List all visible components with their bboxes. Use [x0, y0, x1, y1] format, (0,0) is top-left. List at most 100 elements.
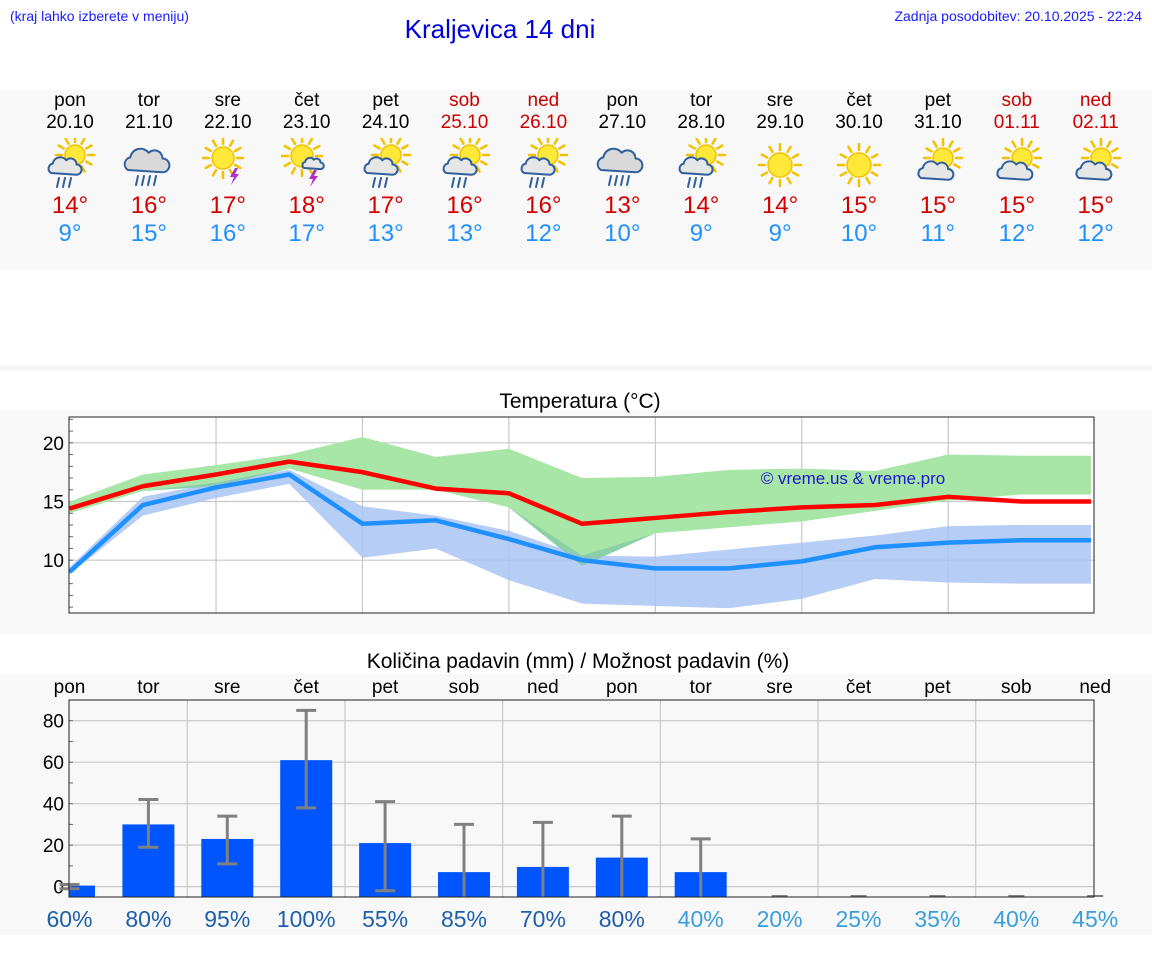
- x-category-label: ned: [527, 677, 559, 698]
- min-temperature: 9°: [768, 220, 792, 247]
- day-name: pet: [924, 90, 952, 111]
- precipitation-probability: 25%: [835, 906, 881, 932]
- x-category-label: pet: [372, 677, 399, 698]
- x-category-label: ned: [1079, 677, 1111, 698]
- day-column: pon 20.10 14° 9°: [30, 90, 110, 248]
- sun-cloud-icon: [917, 138, 964, 181]
- precipitation-probability: 35%: [914, 906, 960, 932]
- min-temperature: 12°: [525, 220, 562, 247]
- precipitation-probability: 80%: [125, 906, 171, 932]
- x-category-label: čet: [846, 677, 872, 698]
- x-category-label: sre: [214, 677, 240, 698]
- precipitation-probability: 55%: [362, 906, 408, 932]
- day-date: 02.11: [1072, 112, 1119, 133]
- day-date: 29.10: [756, 112, 804, 133]
- x-category-label: sob: [1001, 677, 1032, 698]
- day-name: pon: [606, 90, 639, 111]
- day-column: sre 22.10 17° 16°: [188, 90, 268, 248]
- max-temperature: 16°: [130, 192, 168, 219]
- location-hint: (kraj lahko izberete v meniju): [10, 8, 189, 24]
- day-name: tor: [137, 90, 160, 111]
- day-name: ned: [527, 90, 560, 111]
- max-temperature-range-band: [69, 436, 1091, 567]
- day-name: sre: [766, 90, 794, 111]
- y-tick-label: 20: [43, 836, 64, 857]
- day-date: 25.10: [440, 112, 489, 133]
- cloud-rain-icon: [123, 147, 171, 186]
- day-name: pon: [54, 90, 86, 111]
- y-tick-label: 60: [43, 753, 64, 774]
- precipitation-bar: [69, 885, 95, 897]
- min-temperature: 12°: [998, 220, 1035, 247]
- min-temperature: 9°: [689, 220, 713, 247]
- y-tick-label: 40: [43, 795, 64, 816]
- max-temperature: 17°: [367, 192, 404, 219]
- precipitation-probability: 40%: [678, 906, 724, 932]
- day-name: sre: [214, 90, 241, 111]
- day-column: sob 01.11 15° 12°: [977, 90, 1057, 248]
- day-column: ned 02.11 15° 12°: [1056, 90, 1136, 248]
- precipitation-probability: 40%: [993, 906, 1039, 932]
- min-temperature: 10°: [840, 220, 878, 247]
- watermark: © vreme.us & vreme.pro: [761, 469, 945, 488]
- min-temperature-line: [68, 472, 1091, 574]
- day-name: sob: [1001, 90, 1033, 111]
- cloud-rain-icon: [597, 147, 644, 186]
- day-date: 27.10: [598, 112, 647, 133]
- precipitation-chart-title: Količina padavin (mm) / Možnost padavin …: [367, 650, 790, 673]
- day-name: čet: [846, 90, 872, 111]
- x-category-label: pon: [606, 677, 638, 698]
- day-column: pet 31.10 15° 11°: [898, 90, 978, 248]
- page-title: Kraljevica 14 dni: [404, 14, 596, 44]
- sun-cloud-icon: [1075, 138, 1121, 181]
- day-date: 01.11: [993, 112, 1040, 133]
- x-category-label: sob: [449, 677, 480, 698]
- max-temperature: 15°: [998, 192, 1035, 219]
- precipitation-probability: 60%: [46, 906, 92, 932]
- max-temperature: 16°: [525, 192, 562, 219]
- precipitation-probability: 80%: [599, 906, 645, 932]
- x-category-label: tor: [690, 677, 713, 698]
- max-temperature: 18°: [288, 192, 325, 219]
- day-column: tor 21.10 16° 15°: [109, 90, 189, 248]
- day-column: ned 26.10 16° 12°: [503, 90, 583, 248]
- y-tick-label: 10: [43, 551, 64, 572]
- precipitation-probability: 45%: [1072, 906, 1118, 932]
- day-name: sob: [449, 90, 480, 111]
- day-date: 24.10: [361, 112, 410, 133]
- day-date: 31.10: [914, 112, 962, 133]
- max-temperature: 13°: [604, 192, 641, 219]
- last-updated: Zadnja posodobitev: 20.10.2025 - 22:24: [894, 8, 1142, 24]
- day-date: 26.10: [519, 112, 568, 133]
- y-tick-label: 80: [43, 712, 64, 733]
- day-column: pet 24.10 17° 13°: [346, 90, 426, 248]
- x-category-label: sre: [766, 677, 792, 698]
- sun-cloud-rain-icon: [442, 138, 490, 188]
- min-temperature: 13°: [446, 220, 483, 247]
- max-temperature-line: [68, 459, 1091, 527]
- min-temperature: 10°: [604, 220, 641, 247]
- precipitation-probability: 100%: [277, 906, 336, 932]
- precipitation-probability: 85%: [441, 906, 487, 932]
- sun-cloud-icon: [996, 138, 1043, 181]
- x-category-label: čet: [294, 677, 320, 698]
- sun-cloud-rain-icon: [520, 138, 569, 188]
- day-name: čet: [294, 90, 320, 111]
- day-column: čet 30.10 15° 10°: [819, 90, 899, 248]
- day-date: 23.10: [282, 112, 331, 133]
- day-name: pet: [372, 90, 399, 111]
- sun-icon: [836, 142, 882, 188]
- max-temperature: 14°: [761, 192, 799, 219]
- temperature-plot-frame: [68, 416, 1095, 614]
- max-temperature: 14°: [51, 192, 89, 219]
- precipitation-chart-bg: [0, 674, 1152, 935]
- day-date: 30.10: [835, 112, 883, 133]
- max-temperature: 15°: [840, 192, 878, 219]
- sun-cloud-rain-icon: [47, 138, 96, 188]
- y-tick-label: 20: [43, 434, 64, 455]
- charts-canvas: 10 15 20 Temperatura (°C) © vreme.us & vreme…: [0, 390, 1152, 935]
- precipitation-probability: 20%: [757, 906, 803, 932]
- sun-thunder-icon: [201, 138, 245, 185]
- temperature-chart-title: Temperatura (°C): [499, 390, 660, 413]
- day-date: 28.10: [677, 112, 725, 133]
